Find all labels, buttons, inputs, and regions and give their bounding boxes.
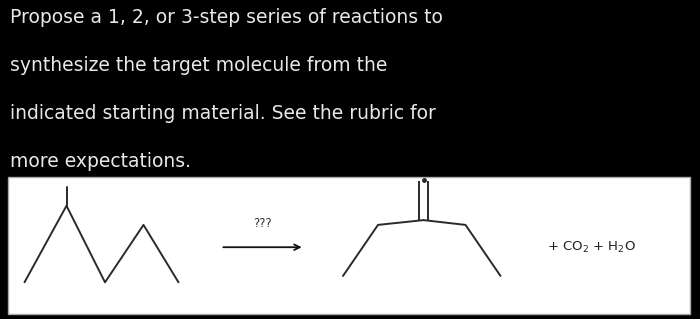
Text: + CO$_2$ + H$_2$O: + CO$_2$ + H$_2$O [547, 240, 636, 255]
Text: Propose a 1, 2, or 3-step series of reactions to: Propose a 1, 2, or 3-step series of reac… [10, 8, 443, 27]
Text: synthesize the target molecule from the: synthesize the target molecule from the [10, 56, 388, 75]
FancyBboxPatch shape [8, 177, 690, 314]
Text: more expectations.: more expectations. [10, 152, 192, 171]
Text: ???: ??? [253, 217, 272, 230]
Text: indicated starting material. See the rubric for: indicated starting material. See the rub… [10, 104, 436, 123]
